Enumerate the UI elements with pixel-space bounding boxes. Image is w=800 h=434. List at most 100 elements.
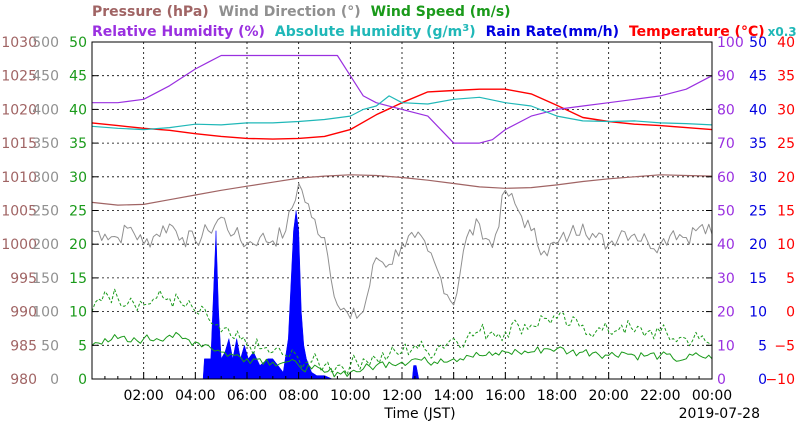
tick-label-wind-speed: 35 [69,136,87,152]
tick-label-temperature: 20 [777,170,795,186]
x-axis-label: Time (JST) [383,406,455,422]
tick-label-temperature: 0 [786,305,795,321]
series-temperature [91,88,713,140]
series-wind-speed-gust [91,288,713,375]
legend-entry: Wind Direction (°) [219,4,361,20]
tick-label-pressure: 1005 [1,204,37,220]
tick-label-rain-rate: 25 [749,204,767,220]
tick-label-rain-rate: 15 [749,271,767,287]
legend-entry: Rain Rate(mm/h) [486,24,619,40]
tick-label-temperature: 10 [777,237,795,253]
tick-label-wind-direction: 400 [32,102,59,118]
left-axes: 9809859909951000100510101015102010251030… [1,35,98,388]
tick-label-relative-humidity: 40 [717,237,735,253]
tick-label-wind-direction: 200 [32,237,59,253]
tick-label-wind-speed: 5 [78,338,87,354]
tick-label-pressure: 1010 [1,170,37,186]
x-tick-label: 00:00 [692,388,732,404]
tick-label-wind-direction: 50 [41,338,59,354]
tick-label-wind-speed: 15 [69,271,87,287]
tick-label-rain-rate: 50 [749,35,767,51]
tick-label-relative-humidity: 70 [717,136,735,152]
x-tick-label: 16:00 [485,388,525,404]
tick-label-temperature: 35 [777,69,795,85]
x-tick-label: 12:00 [382,388,422,404]
tick-label-rain-rate: 35 [749,136,767,152]
tick-label-pressure: 1015 [1,136,37,152]
tick-label-relative-humidity: 60 [717,170,735,186]
tick-label-wind-speed: 40 [69,102,87,118]
legend-entry: Wind Speed (m/s) [371,4,511,20]
legend-bottom-text: Relative Humidity (%) Absolute Humidity (… [92,23,797,41]
tick-label-relative-humidity: 80 [717,102,735,118]
tick-label-relative-humidity: 50 [717,204,735,220]
x-tick-label: 22:00 [640,388,680,404]
x-tick-label: 08:00 [278,388,318,404]
tick-label-wind-speed: 0 [78,372,87,388]
tick-label-wind-direction: 250 [32,204,59,220]
legend-row-1: Pressure (hPa) Wind Direction (°) Wind Spe… [92,4,511,20]
tick-label-temperature: 25 [777,136,795,152]
tick-label-wind-speed: 50 [69,35,87,51]
tick-label-wind-direction: 300 [32,170,59,186]
tick-label-wind-direction: 0 [50,372,59,388]
x-tick-label: 06:00 [227,388,267,404]
legend-entry: x0.3 [768,25,797,39]
tick-label-pressure: 985 [10,338,37,354]
tick-label-rain-rate: 40 [749,102,767,118]
tick-label-pressure: 1000 [1,237,37,253]
right-axes: 0102030405060708090100051015202530354045… [706,35,795,388]
tick-label-pressure: 1030 [1,35,37,51]
tick-label-temperature: 5 [786,271,795,287]
legend-top-text: Pressure (hPa) Wind Direction (°) Wind Spe… [92,4,511,20]
tick-label-relative-humidity: 90 [717,69,735,85]
tick-label-wind-direction: 100 [32,305,59,321]
series-wind-direction [91,183,713,319]
x-tick-label: 18:00 [537,388,577,404]
series-wind-speed [91,331,713,378]
tick-label-relative-humidity: 30 [717,271,735,287]
tick-label-rain-rate: 5 [758,338,767,354]
series-relative-humidity [92,54,713,144]
legend-row-2: Relative Humidity (%) Absolute Humidity (… [92,23,797,41]
series-lines [91,54,713,378]
legend-superscript: 3 [462,23,469,34]
tick-label-wind-speed: 45 [69,69,87,85]
tick-label-rain-rate: 30 [749,170,767,186]
tick-label-wind-speed: 30 [69,170,87,186]
tick-label-pressure: 995 [10,271,37,287]
x-tick-label: 04:00 [175,388,215,404]
tick-label-relative-humidity: 20 [717,305,735,321]
x-tick-label: 14:00 [433,388,473,404]
tick-label-rain-rate: 20 [749,237,767,253]
tick-label-rain-rate: 0 [758,372,767,388]
legend-entry: Pressure (hPa) [92,4,209,20]
tick-label-temperature: −5 [774,338,795,354]
tick-label-relative-humidity: 100 [717,35,744,51]
tick-label-relative-humidity: 0 [717,372,726,388]
tick-label-pressure: 1020 [1,102,37,118]
tick-label-pressure: 980 [10,372,37,388]
tick-label-wind-direction: 150 [32,271,59,287]
x-tick-label: 10:00 [330,388,370,404]
legend-entry-close: ) [469,24,475,40]
tick-label-wind-direction: 500 [32,35,59,51]
tick-label-pressure: 1025 [1,69,37,85]
tick-label-wind-speed: 25 [69,204,87,220]
tick-label-wind-direction: 450 [32,69,59,85]
tick-label-wind-speed: 10 [69,305,87,321]
legend-entry: Absolute Humidity (g/m [275,24,462,40]
series-pressure [91,174,713,206]
tick-label-temperature: 15 [777,204,795,220]
tick-label-pressure: 990 [10,305,37,321]
x-tick-label: 02:00 [123,388,163,404]
tick-label-temperature: 40 [777,35,795,51]
series-absolute-humidity [91,95,713,131]
legend-entry: Relative Humidity (%) [92,24,265,40]
tick-label-temperature: −10 [765,372,795,388]
x-tick-label: 20:00 [588,388,628,404]
date-label: 2019-07-28 [679,406,760,422]
legend-entry: Temperature (°C) [629,24,765,40]
tick-label-relative-humidity: 10 [717,338,735,354]
